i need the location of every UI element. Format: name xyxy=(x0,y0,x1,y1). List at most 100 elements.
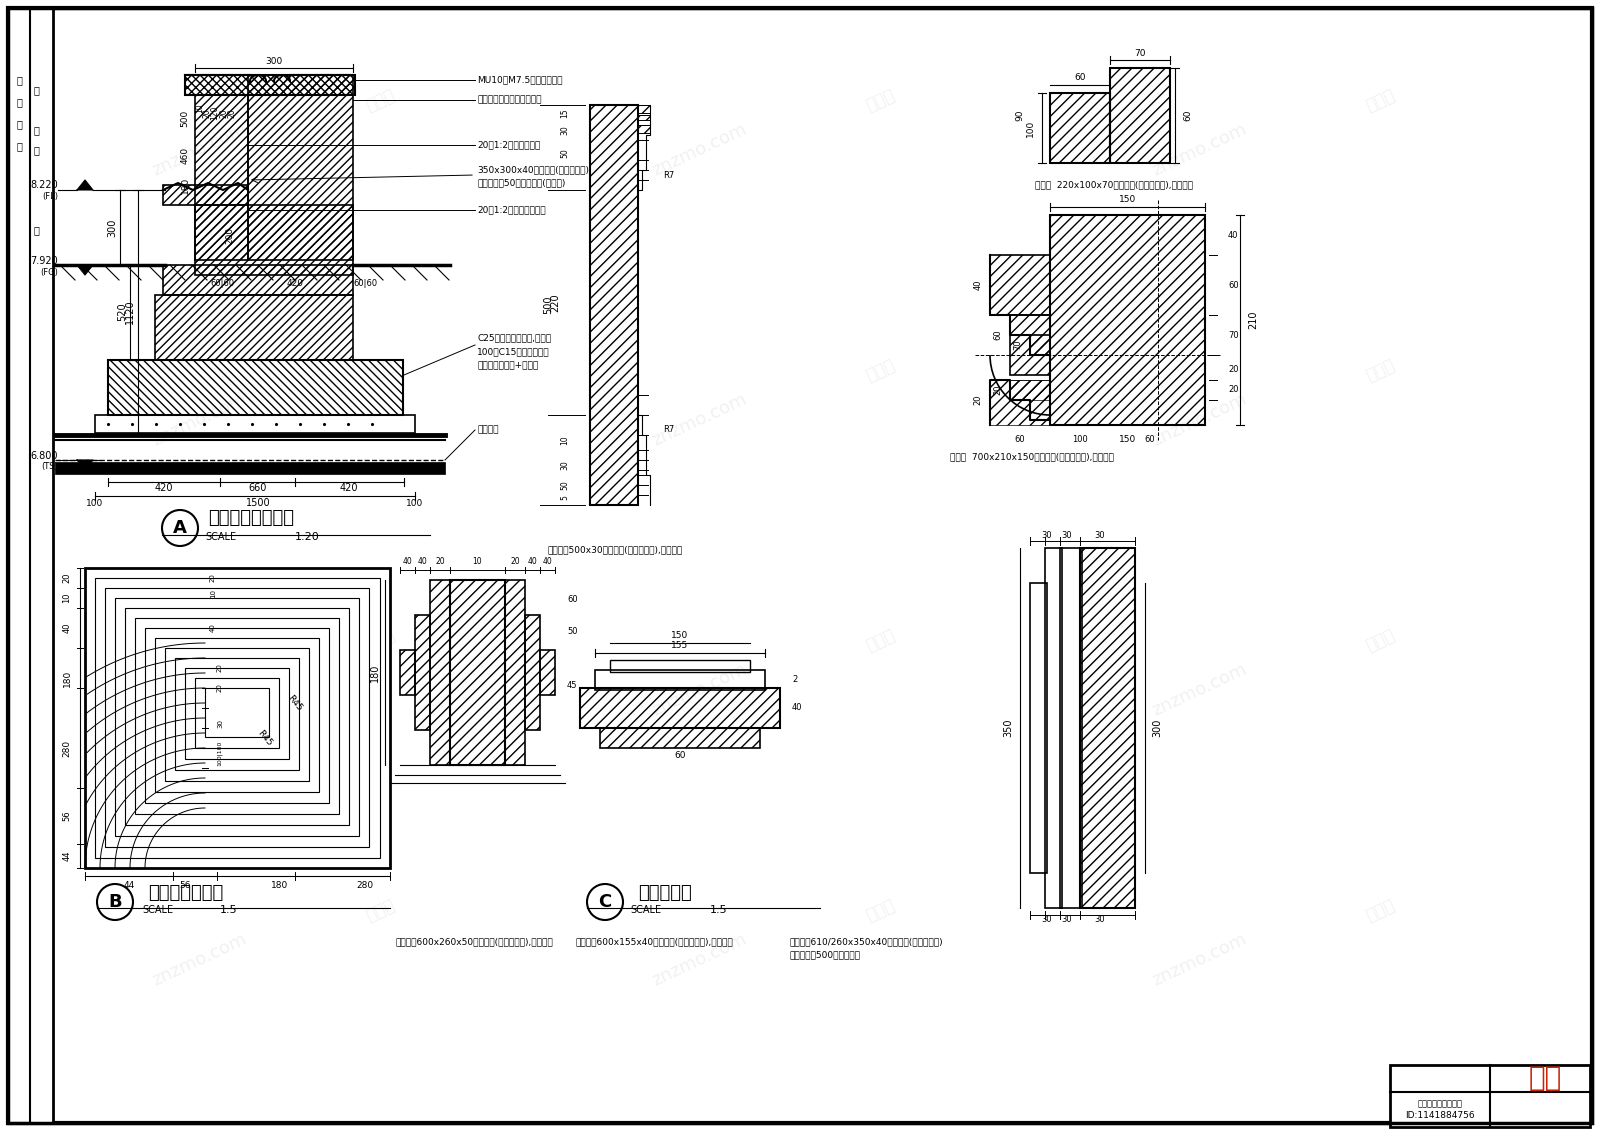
Text: 号: 号 xyxy=(16,141,22,152)
Text: 知末网: 知末网 xyxy=(363,625,397,655)
Text: 20: 20 xyxy=(510,558,520,567)
Text: 30: 30 xyxy=(560,460,570,469)
Polygon shape xyxy=(77,180,93,190)
Text: 40: 40 xyxy=(418,558,427,567)
Text: SCALE: SCALE xyxy=(205,532,237,542)
Polygon shape xyxy=(77,190,93,200)
Text: 60: 60 xyxy=(674,751,686,760)
Bar xyxy=(195,205,354,275)
Bar xyxy=(125,608,349,824)
Bar xyxy=(1390,1065,1590,1126)
Text: 纸: 纸 xyxy=(16,97,22,107)
Circle shape xyxy=(162,510,198,546)
Text: 20: 20 xyxy=(227,109,237,118)
Text: 30: 30 xyxy=(1042,915,1053,924)
Bar xyxy=(8,8,30,1123)
Bar xyxy=(430,580,450,765)
Text: 30: 30 xyxy=(560,126,570,135)
Text: 40: 40 xyxy=(973,279,982,291)
Bar xyxy=(186,75,355,95)
Text: 30: 30 xyxy=(1042,532,1053,541)
Bar xyxy=(1010,380,1050,400)
Bar xyxy=(506,580,525,765)
Text: 155: 155 xyxy=(672,640,688,649)
Text: 180: 180 xyxy=(370,663,381,682)
Text: 40: 40 xyxy=(792,703,803,713)
Bar xyxy=(109,360,403,415)
Bar xyxy=(85,568,390,867)
Text: 100|100: 100|100 xyxy=(218,741,222,766)
Bar xyxy=(195,677,278,748)
Text: 10: 10 xyxy=(210,588,216,597)
Text: 56: 56 xyxy=(62,811,72,821)
Text: 100: 100 xyxy=(1026,120,1035,137)
Text: 460: 460 xyxy=(181,146,189,164)
Text: (FG): (FG) xyxy=(40,268,58,276)
Text: 石材节点大样图: 石材节点大样图 xyxy=(147,884,224,903)
Bar xyxy=(450,580,506,765)
Text: 420: 420 xyxy=(339,483,358,493)
Text: znzmo.com: znzmo.com xyxy=(150,120,250,180)
Bar xyxy=(146,628,330,803)
Bar xyxy=(1110,68,1170,163)
Text: 知末网: 知末网 xyxy=(1363,86,1397,114)
Bar xyxy=(155,295,354,360)
Text: 20: 20 xyxy=(210,573,216,582)
Text: 地库顶板防水层+保护层: 地库顶板防水层+保护层 xyxy=(477,362,538,371)
Text: 15: 15 xyxy=(560,109,570,118)
Text: 70: 70 xyxy=(1134,49,1146,58)
Text: 100厚C15素混凝土垫层: 100厚C15素混凝土垫层 xyxy=(477,347,550,356)
Circle shape xyxy=(587,884,622,920)
Text: 石材丙  700x210x150异形瓷砖(材料同建筑),异形加工: 石材丙 700x210x150异形瓷砖(材料同建筑),异形加工 xyxy=(950,452,1114,461)
Polygon shape xyxy=(77,265,93,275)
Text: 10: 10 xyxy=(195,103,205,113)
Text: 次: 次 xyxy=(34,145,38,155)
Bar xyxy=(579,688,781,728)
Circle shape xyxy=(98,884,133,920)
Text: 520: 520 xyxy=(117,303,126,321)
Text: 20: 20 xyxy=(203,109,211,118)
Text: 20: 20 xyxy=(62,572,72,584)
Text: 60: 60 xyxy=(1184,110,1192,121)
Text: znzmo.com: znzmo.com xyxy=(150,930,250,990)
Text: 10: 10 xyxy=(472,558,482,567)
Text: 50: 50 xyxy=(566,628,578,637)
Text: znzmo.com: znzmo.com xyxy=(650,390,750,450)
Text: 40: 40 xyxy=(542,558,552,567)
Text: 60: 60 xyxy=(1014,435,1026,444)
Text: 石材乙  220x100x70异形瓷砖(材料同建筑),异形加工: 石材乙 220x100x70异形瓷砖(材料同建筑),异形加工 xyxy=(1035,181,1194,190)
Bar xyxy=(541,650,555,696)
Bar xyxy=(155,638,318,792)
Text: 入户门头剖面图三: 入户门头剖面图三 xyxy=(208,509,294,527)
Text: 70: 70 xyxy=(1229,330,1238,339)
Text: 60: 60 xyxy=(994,330,1003,340)
Bar xyxy=(115,598,358,836)
Text: 级: 级 xyxy=(34,126,38,135)
Text: 7.920: 7.920 xyxy=(30,256,58,266)
Text: 石材三：600x155x40异形瓷砖(材料同建筑),异形加工: 石材三：600x155x40异形瓷砖(材料同建筑),异形加工 xyxy=(574,938,733,947)
Text: 1:5: 1:5 xyxy=(710,905,728,915)
Bar xyxy=(638,115,650,120)
Text: 编: 编 xyxy=(16,119,22,129)
Text: 石材六：610/260x350x40异形瓷砖(材料同建筑): 石材六：610/260x350x40异形瓷砖(材料同建筑) xyxy=(790,938,944,947)
Text: 30: 30 xyxy=(1094,532,1106,541)
Text: 50: 50 xyxy=(560,148,570,158)
Text: 8.220: 8.220 xyxy=(30,180,58,190)
Bar xyxy=(1030,582,1046,873)
Text: 地库顶板: 地库顶板 xyxy=(477,425,499,434)
Text: MU10砖M7.5水泥砂浆砌筑: MU10砖M7.5水泥砂浆砌筑 xyxy=(477,76,563,85)
Text: 20: 20 xyxy=(435,558,445,567)
Text: 1:5: 1:5 xyxy=(221,905,238,915)
Text: znzmo.com: znzmo.com xyxy=(1150,930,1250,990)
Text: 10: 10 xyxy=(560,435,570,444)
Text: 20: 20 xyxy=(1229,365,1238,374)
Text: znzmo.com: znzmo.com xyxy=(1150,120,1250,180)
Bar xyxy=(94,415,414,433)
Text: 知末网: 知末网 xyxy=(1363,896,1397,924)
Text: R7: R7 xyxy=(662,171,674,180)
Text: 300: 300 xyxy=(266,58,283,67)
Text: 知末: 知末 xyxy=(1528,1064,1562,1093)
Text: 知末网: 知末网 xyxy=(862,86,898,114)
Text: 120: 120 xyxy=(211,106,219,120)
Text: 30: 30 xyxy=(218,718,222,727)
